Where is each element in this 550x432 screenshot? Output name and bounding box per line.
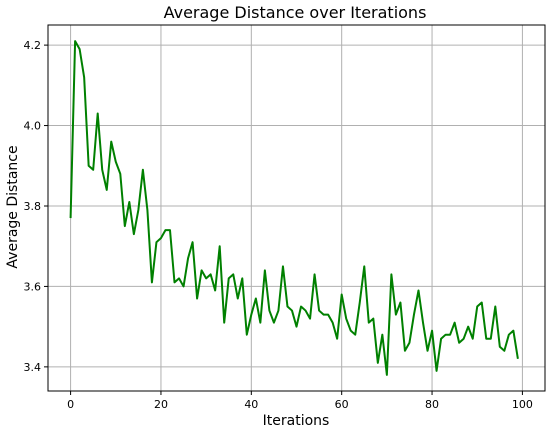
y-tick-label: 3.8 xyxy=(24,200,42,213)
y-tick-label: 4.0 xyxy=(24,120,42,133)
x-tick-label: 20 xyxy=(154,398,168,411)
y-tick-label: 3.4 xyxy=(24,361,42,374)
chart-title: Average Distance over Iterations xyxy=(164,3,427,22)
y-tick-label: 4.2 xyxy=(24,39,42,52)
plot-frame xyxy=(47,24,546,392)
ticks: 0 20 40 60 80 100 3.4 3.6 3.8 4.0 4.2 xyxy=(24,39,533,411)
series-line-0 xyxy=(69,40,519,376)
series-layer xyxy=(69,40,519,376)
x-tick-label: 80 xyxy=(425,398,439,411)
axes xyxy=(47,24,546,392)
x-tick-label: 100 xyxy=(512,398,533,411)
y-axis-title: Average Distance xyxy=(5,145,21,268)
grid xyxy=(48,25,545,391)
x-tick-label: 60 xyxy=(335,398,349,411)
x-tick-label: 0 xyxy=(67,398,74,411)
x-axis-title: Iterations xyxy=(263,413,330,429)
y-tick-label: 3.6 xyxy=(24,280,42,293)
x-tick-label: 40 xyxy=(244,398,258,411)
